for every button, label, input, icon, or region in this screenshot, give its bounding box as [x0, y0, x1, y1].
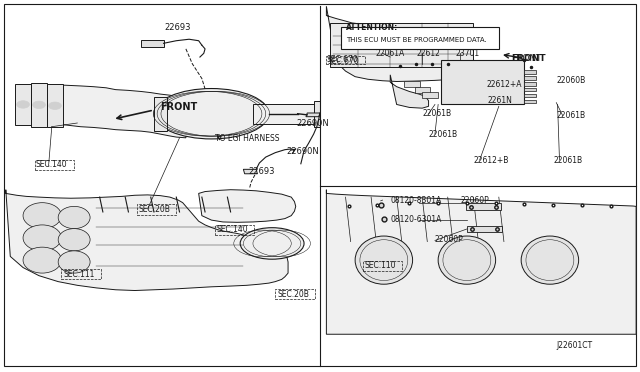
Text: ATTENTION:: ATTENTION:	[346, 23, 399, 32]
Text: 22690N: 22690N	[296, 119, 329, 128]
Text: 22061A: 22061A	[376, 49, 405, 58]
Text: 22690N: 22690N	[287, 147, 319, 155]
Text: TO EGI HARNESS: TO EGI HARNESS	[214, 134, 279, 143]
Ellipse shape	[240, 228, 304, 259]
Bar	[422, 92, 438, 98]
Text: SEC.20B: SEC.20B	[139, 205, 170, 214]
Bar	[524, 76, 536, 80]
Text: SEC.111: SEC.111	[63, 270, 95, 279]
Bar	[415, 87, 431, 93]
Circle shape	[17, 101, 29, 108]
Bar	[363, 261, 403, 271]
Text: 22693: 22693	[248, 167, 275, 176]
Polygon shape	[306, 113, 320, 117]
Text: 22060P: 22060P	[435, 235, 464, 244]
Ellipse shape	[154, 89, 269, 139]
Polygon shape	[141, 39, 164, 47]
Text: 08120-6301A: 08120-6301A	[390, 215, 442, 224]
Polygon shape	[31, 83, 47, 127]
Text: SEC.670: SEC.670	[328, 57, 360, 65]
Bar	[214, 225, 254, 235]
Ellipse shape	[438, 236, 495, 284]
Bar	[275, 289, 315, 299]
Polygon shape	[326, 6, 467, 81]
Text: 22061B: 22061B	[429, 129, 458, 139]
Ellipse shape	[23, 247, 61, 273]
Text: FRONT: FRONT	[161, 102, 198, 112]
Bar	[524, 94, 536, 97]
Text: 22060P: 22060P	[461, 196, 489, 205]
Bar	[341, 27, 499, 49]
Polygon shape	[198, 190, 296, 222]
Polygon shape	[6, 190, 288, 291]
Bar	[467, 226, 502, 232]
Text: FRONT: FRONT	[511, 54, 542, 62]
Polygon shape	[47, 84, 63, 128]
Polygon shape	[326, 190, 636, 334]
Text: THIS ECU MUST BE PROGRAMMED DATA.: THIS ECU MUST BE PROGRAMMED DATA.	[346, 37, 487, 43]
Circle shape	[33, 101, 45, 109]
Bar	[466, 203, 500, 210]
Polygon shape	[154, 97, 167, 131]
Bar	[524, 88, 536, 92]
Text: 23701: 23701	[456, 49, 479, 58]
Text: SEC.140: SEC.140	[216, 225, 248, 234]
Ellipse shape	[521, 236, 579, 284]
Text: SEC.140: SEC.140	[36, 160, 67, 169]
Text: SEC.110: SEC.110	[365, 261, 396, 270]
Bar	[61, 269, 101, 279]
Text: SEC.20B: SEC.20B	[277, 290, 309, 299]
Text: 22693: 22693	[164, 23, 191, 32]
Text: 22612+B: 22612+B	[473, 155, 509, 164]
Polygon shape	[390, 75, 429, 108]
Bar	[524, 82, 536, 86]
Polygon shape	[243, 169, 257, 174]
Polygon shape	[330, 23, 473, 67]
Bar	[524, 70, 536, 74]
Text: 22612+A: 22612+A	[486, 80, 522, 89]
Ellipse shape	[23, 203, 61, 229]
Text: 08120-8301A: 08120-8301A	[390, 196, 442, 205]
Ellipse shape	[58, 229, 90, 251]
Bar	[524, 100, 536, 103]
Text: 22612: 22612	[417, 49, 440, 58]
Text: 22061B: 22061B	[553, 155, 582, 164]
Text: 22060B: 22060B	[556, 76, 586, 85]
Ellipse shape	[58, 206, 90, 229]
Bar	[326, 56, 365, 64]
Bar	[35, 160, 74, 170]
Text: J22601CT: J22601CT	[556, 341, 593, 350]
Polygon shape	[15, 84, 31, 125]
Text: 2261N: 2261N	[487, 96, 512, 105]
Bar	[442, 60, 524, 105]
Bar	[137, 204, 176, 215]
Ellipse shape	[355, 236, 413, 284]
Text: FRONT: FRONT	[511, 54, 546, 63]
Ellipse shape	[58, 251, 90, 273]
Polygon shape	[20, 85, 186, 138]
Polygon shape	[253, 105, 314, 124]
Bar	[404, 81, 420, 87]
Text: 22061B: 22061B	[556, 111, 586, 120]
Polygon shape	[314, 101, 320, 127]
Circle shape	[49, 102, 61, 109]
Ellipse shape	[23, 225, 61, 251]
Text: 22061B: 22061B	[422, 109, 451, 118]
Text: SEC.670: SEC.670	[326, 55, 358, 64]
